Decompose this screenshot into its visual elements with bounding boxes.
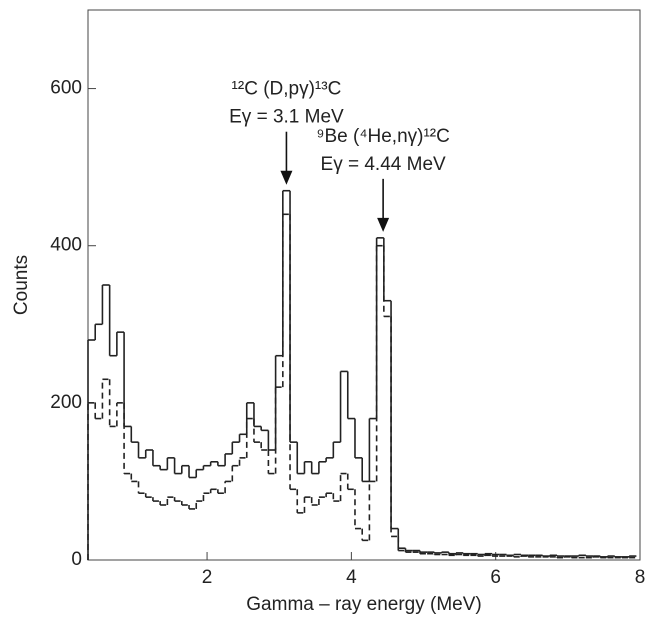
annotation-arrowhead	[280, 170, 293, 185]
annotation-arrowhead	[377, 217, 390, 232]
annotation-text: Eγ = 4.44 MeV	[321, 154, 446, 175]
plot-frame	[87, 9, 641, 561]
x-tick-label: 2	[202, 567, 213, 588]
x-tick-label: 8	[635, 567, 646, 588]
y-axis-label: Counts	[11, 255, 32, 315]
y-tick-label: 600	[50, 78, 82, 99]
y-tick-label: 400	[50, 235, 82, 256]
y-tick-label: 200	[50, 392, 82, 413]
x-axis-label: Gamma – ray energy (MeV)	[246, 594, 481, 615]
x-tick-label: 4	[346, 567, 357, 588]
annotation-text: Eγ = 3.1 MeV	[229, 107, 344, 128]
x-tick-label: 6	[490, 567, 501, 588]
annotation-text: ¹²C (D,pγ)¹³C	[232, 79, 342, 100]
annotation-text: ⁹Be (⁴He,nγ)¹²C	[316, 126, 449, 147]
y-tick-label: 0	[71, 549, 82, 570]
